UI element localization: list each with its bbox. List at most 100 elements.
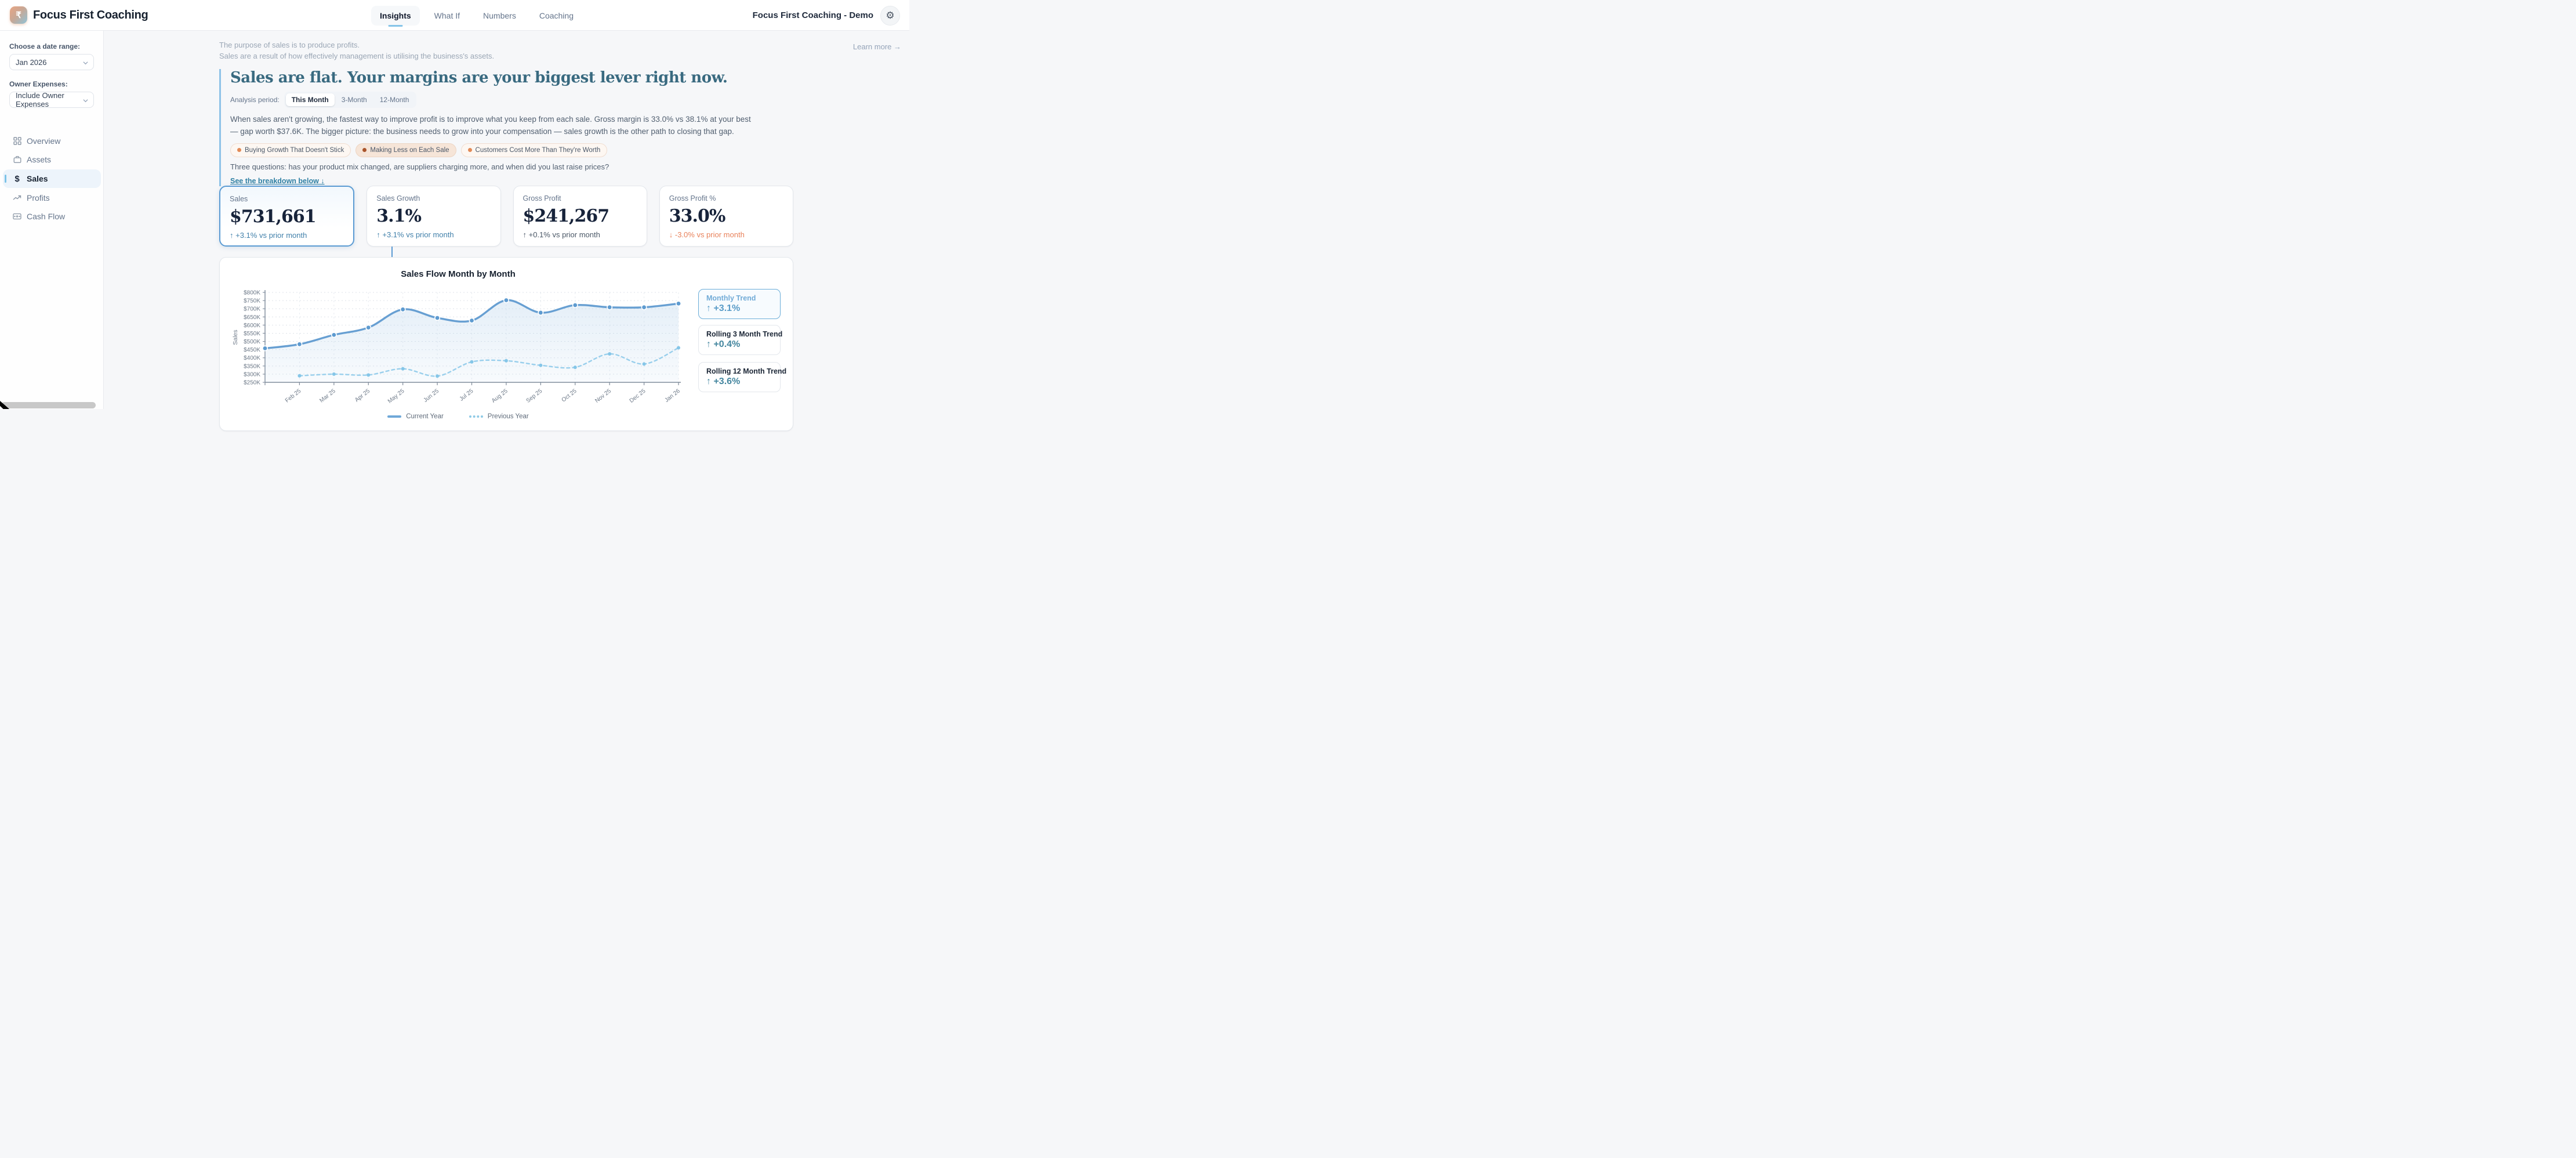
svg-text:$800K: $800K: [244, 290, 260, 296]
sidebar: Choose a date range: Jan 2026 Owner Expe…: [0, 31, 104, 409]
sidebar-item-assets[interactable]: Assets: [0, 151, 101, 168]
insight-tag[interactable]: Buying Growth That Doesn't Stick: [230, 143, 351, 157]
arrow-up-icon: ↑: [230, 231, 234, 240]
svg-text:$500K: $500K: [244, 339, 260, 345]
insight-tag[interactable]: Customers Cost More Than They're Worth: [460, 143, 608, 157]
metric-card-gross-profit[interactable]: Gross Profit % 33.0% ↓ -3.0% vs prior mont…: [659, 186, 793, 247]
insight-headline: Sales are flat. Your margins are your bi…: [230, 68, 728, 86]
tab-insights[interactable]: Insights: [371, 5, 420, 26]
svg-text:May 25: May 25: [387, 388, 406, 404]
purpose-line-1: The purpose of sales is to produce profi…: [219, 41, 360, 49]
legend-solid-line-icon: [387, 415, 402, 418]
trend-up-icon: [13, 194, 21, 202]
svg-text:$700K: $700K: [244, 306, 260, 313]
brand-logo-icon: ₹: [10, 6, 27, 24]
learn-more-link[interactable]: Learn more →: [852, 42, 901, 51]
purpose-text: The purpose of sales is to produce profi…: [219, 40, 793, 62]
tag-label: Customers Cost More Than They're Worth: [475, 146, 601, 154]
svg-text:$550K: $550K: [244, 331, 260, 337]
sidebar-item-cash-flow[interactable]: Cash Flow: [0, 208, 101, 225]
top-right: Focus First Coaching - Demo ⚙: [753, 0, 900, 31]
tag-dot-icon: [237, 148, 241, 153]
brand-name: Focus First Coaching: [33, 8, 148, 21]
metric-card-sales-growth[interactable]: Sales Growth 3.1% ↑ +3.1% vs prior month: [367, 186, 501, 247]
metric-card-gross-profit[interactable]: Gross Profit $241,267 ↑ +0.1% vs prior mon…: [513, 186, 647, 247]
trend-value: ↑ +3.6%: [706, 377, 741, 386]
metric-value: $731,661: [230, 207, 317, 227]
cashflow-icon: [13, 212, 21, 221]
metric-delta: ↑ +3.1% vs prior month: [230, 231, 307, 240]
account-name: Focus First Coaching - Demo: [752, 10, 873, 20]
svg-text:Nov 25: Nov 25: [594, 388, 612, 404]
svg-text:Mar 25: Mar 25: [318, 388, 337, 404]
trend-box-rolling-3-month-trend[interactable]: Rolling 3 Month Trend ↑ +0.4%: [698, 325, 783, 355]
metric-cards: Sales $731,661 ↑ +3.1% vs prior month Sales…: [219, 186, 793, 247]
legend-item-previous-year: Previous Year: [469, 413, 529, 420]
insight-body: When sales aren't growing, the fastest w…: [230, 114, 751, 136]
period-3-month[interactable]: 3-Month: [341, 95, 367, 104]
date-range-value: Jan 2026: [16, 57, 47, 67]
top-nav-tabs: Insights What If Numbers Coaching: [371, 0, 582, 31]
chevron-down-icon: [83, 99, 88, 103]
insight-tag[interactable]: Making Less on Each Sale: [355, 143, 456, 157]
legend-item-current-year: Current Year: [387, 413, 444, 420]
gear-icon[interactable]: ⚙: [880, 5, 900, 26]
metric-label: Gross Profit %: [669, 194, 716, 202]
grid-icon: [13, 137, 21, 146]
sidebar-item-label: Profits: [27, 193, 50, 202]
owner-expenses-select[interactable]: Include Owner Expenses: [9, 91, 94, 108]
trend-label: Rolling 12 Month Trend: [706, 367, 787, 375]
svg-text:Jul 25: Jul 25: [459, 388, 475, 402]
tab-what-if[interactable]: What If: [434, 10, 460, 20]
insight-block: Sales are flat. Your margins are your bi…: [219, 68, 793, 186]
svg-text:$250K: $250K: [244, 380, 260, 386]
metric-value: $241,267: [523, 206, 610, 226]
date-range-select[interactable]: Jan 2026: [9, 54, 94, 70]
svg-text:Sep 25: Sep 25: [525, 388, 543, 404]
sales-line-chart[interactable]: $250K $300K$350K $400K $450K $500K $550K $600K…: [229, 285, 687, 410]
arrow-down-icon: ↓: [669, 230, 673, 239]
brand: ₹ Focus First Coaching: [10, 6, 148, 24]
briefcase-icon: [13, 155, 21, 164]
metric-delta: ↓ -3.0% vs prior month: [669, 230, 745, 239]
trend-box-rolling-12-month-trend[interactable]: Rolling 12 Month Trend ↑ +3.6%: [698, 362, 787, 392]
main-area: Learn more → The purpose of sales is to …: [104, 31, 909, 431]
sidebar-item-label: Cash Flow: [27, 212, 66, 221]
breakdown-link[interactable]: See the breakdown below ↓: [230, 176, 325, 185]
tag-label: Buying Growth That Doesn't Stick: [245, 146, 344, 154]
sidebar-item-label: Overview: [27, 136, 61, 146]
card-chart-connector: [391, 247, 393, 258]
tag-dot-icon: [362, 148, 367, 153]
trend-box-monthly-trend[interactable]: Monthly Trend ↑ +3.1%: [698, 289, 781, 319]
metric-value: 3.1%: [376, 206, 422, 226]
arrow-up-icon: ↑: [706, 377, 711, 386]
metric-label: Sales Growth: [376, 194, 420, 202]
tab-numbers[interactable]: Numbers: [483, 10, 516, 20]
sidebar-item-profits[interactable]: Profits: [0, 189, 101, 207]
arrow-up-icon: ↑: [706, 303, 711, 313]
chart-title: Sales Flow Month by Month: [401, 269, 516, 279]
chart-panel: Sales Flow Month by Month $250K $300K $350…: [219, 257, 793, 431]
legend-label: Current Year: [406, 413, 444, 420]
svg-text:Jun 25: Jun 25: [422, 388, 440, 403]
legend-label: Previous Year: [487, 413, 529, 420]
analysis-period-row: Analysis period: This Month 3-Month 12-Mon…: [230, 91, 793, 108]
svg-text:Jan 26: Jan 26: [663, 388, 681, 403]
date-range-label: Choose a date range:: [9, 42, 81, 50]
arrow-up-icon: ↑: [376, 230, 380, 239]
horizontal-scrollbar-thumb[interactable]: [1, 402, 96, 408]
svg-text:Feb 25: Feb 25: [284, 388, 303, 404]
period-this-month[interactable]: This Month: [285, 93, 335, 106]
trend-label: Rolling 3 Month Trend: [706, 330, 783, 338]
trend-value: ↑ +0.4%: [706, 339, 741, 349]
tab-coaching[interactable]: Coaching: [539, 10, 574, 20]
svg-text:$450K: $450K: [244, 347, 260, 353]
metric-value: 33.0%: [669, 206, 726, 226]
svg-text:$750K: $750K: [244, 298, 260, 305]
period-12-month[interactable]: 12-Month: [379, 95, 409, 104]
owner-expenses-label: Owner Expenses:: [9, 80, 68, 88]
sidebar-item-overview[interactable]: Overview: [0, 132, 101, 150]
metric-card-sales[interactable]: Sales $731,661 ↑ +3.1% vs prior month: [219, 186, 355, 247]
dollar-icon: $: [14, 173, 20, 184]
sidebar-item-sales[interactable]: $ Sales: [3, 169, 101, 188]
